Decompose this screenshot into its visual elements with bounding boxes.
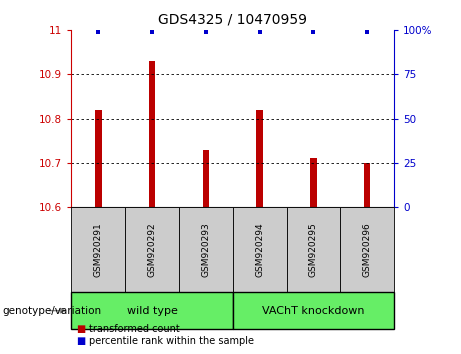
Text: GSM920294: GSM920294 — [255, 222, 264, 277]
Bar — [95, 110, 101, 207]
Bar — [310, 158, 317, 207]
Text: GSM920293: GSM920293 — [201, 222, 210, 277]
Text: GSM920292: GSM920292 — [148, 222, 157, 277]
Text: GSM920296: GSM920296 — [363, 222, 372, 277]
Bar — [203, 149, 209, 207]
Bar — [256, 110, 263, 207]
Text: transformed count: transformed count — [89, 324, 180, 334]
Text: ■: ■ — [76, 336, 85, 346]
Text: genotype/variation: genotype/variation — [2, 306, 101, 316]
Text: GSM920295: GSM920295 — [309, 222, 318, 277]
Text: wild type: wild type — [127, 306, 177, 316]
Text: VAChT knockdown: VAChT knockdown — [262, 306, 365, 316]
Text: GSM920291: GSM920291 — [94, 222, 103, 277]
Bar — [149, 61, 155, 207]
Title: GDS4325 / 10470959: GDS4325 / 10470959 — [158, 12, 307, 26]
Bar — [364, 163, 371, 207]
Text: percentile rank within the sample: percentile rank within the sample — [89, 336, 254, 346]
Text: ■: ■ — [76, 324, 85, 334]
